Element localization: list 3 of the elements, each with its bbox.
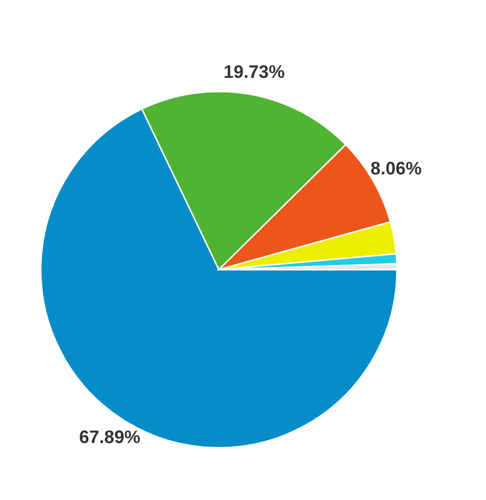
- data-label: 19.73%: [224, 65, 284, 78]
- data-label: 67.89%: [80, 430, 140, 444]
- data-label: 8.06%: [371, 162, 422, 175]
